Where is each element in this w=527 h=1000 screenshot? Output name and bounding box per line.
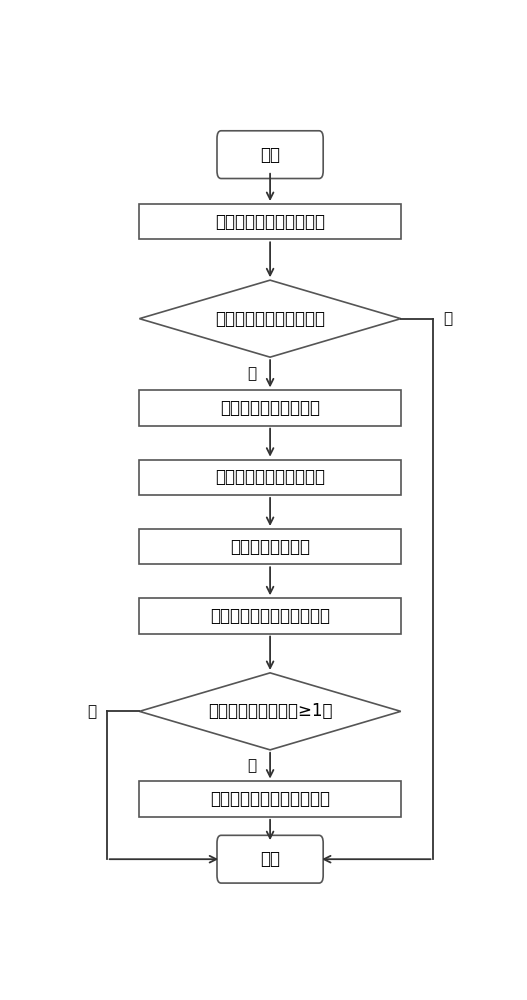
Text: 结束: 结束 [260, 850, 280, 868]
Bar [139, 390, 401, 426]
Bar [139, 781, 401, 817]
Text: 研究区围填海潜力评估: 研究区围填海潜力评估 [220, 399, 320, 417]
Bar [139, 204, 401, 239]
Text: 收益成本比最大方案空间化: 收益成本比最大方案空间化 [210, 790, 330, 808]
Bar [139, 529, 401, 564]
FancyBboxPatch shape [217, 835, 323, 883]
Text: 存在（较）适宜围填区？: 存在（较）适宜围填区？ [215, 310, 325, 328]
Text: 围填方案收益成本比≥1？: 围填方案收益成本比≥1？ [208, 702, 333, 720]
Bar [139, 598, 401, 634]
Polygon shape [139, 673, 401, 750]
Text: 是: 是 [247, 366, 256, 381]
Text: 否: 否 [444, 311, 453, 326]
FancyBboxPatch shape [217, 131, 323, 179]
Bar [139, 460, 401, 495]
Text: 研究区围填海适宜性评价: 研究区围填海适宜性评价 [215, 213, 325, 231]
Text: 计算各围填方案收益成本比: 计算各围填方案收益成本比 [210, 607, 330, 625]
Text: 制定围填备选方案: 制定围填备选方案 [230, 538, 310, 556]
Text: 开始: 开始 [260, 146, 280, 164]
Text: 确定围填用海类型与规模: 确定围填用海类型与规模 [215, 468, 325, 486]
Text: 否: 否 [87, 704, 96, 719]
Polygon shape [139, 280, 401, 357]
Text: 是: 是 [247, 758, 256, 773]
